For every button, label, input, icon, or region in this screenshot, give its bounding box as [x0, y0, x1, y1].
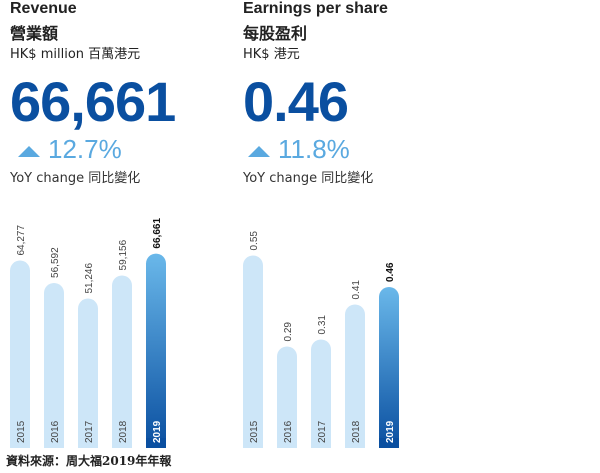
eps-title: Earnings per share: [243, 0, 388, 17]
eps-bar-base-2019: [379, 438, 399, 448]
revenue-title: Revenue: [10, 0, 77, 17]
eps-yoy-label: YoY change 同比變化: [243, 171, 374, 186]
eps-year-label-2015: 2015: [249, 420, 260, 443]
revenue-value-label-2015: 64,277: [16, 225, 27, 256]
revenue-bar-base-2015: [10, 438, 30, 448]
eps-unit: HK$ 港元: [243, 47, 300, 62]
eps-bar-base-2017: [311, 438, 331, 448]
eps-value-label-2018: 0.41: [351, 280, 362, 300]
eps-value-label-2019: 0.46: [385, 262, 396, 282]
revenue-value-label-2019: 66,661: [152, 218, 163, 249]
eps-title-zh: 每股盈利: [243, 26, 308, 43]
revenue-bar-2017: [78, 298, 98, 448]
revenue-bar-base-2016: [44, 438, 64, 448]
revenue-headline: 66,661: [10, 70, 176, 133]
eps-year-label-2019: 2019: [385, 420, 396, 443]
revenue-bar-base-2019: [146, 438, 166, 448]
revenue-change: 12.7%: [48, 134, 122, 164]
eps-bar-base-2016: [277, 438, 297, 448]
revenue-year-label-2016: 2016: [50, 420, 61, 443]
eps-bar-base-2018: [345, 438, 365, 448]
revenue-bar-chart: 64,277 2015 56,592 2016 51,246 2017 59,156 2018…: [10, 218, 166, 448]
eps-value-label-2016: 0.29: [283, 322, 294, 342]
revenue-bar-base-2018: [112, 438, 132, 448]
revenue-value-label-2018: 59,156: [118, 239, 129, 270]
revenue-value-label-2016: 56,592: [50, 247, 61, 278]
eps-year-label-2017: 2017: [317, 420, 328, 443]
eps-bar-2015: [243, 255, 263, 448]
revenue-value-label-2017: 51,246: [84, 263, 95, 294]
revenue-bar-2018: [112, 275, 132, 448]
revenue-year-label-2015: 2015: [16, 420, 27, 443]
eps-bar-2019: [379, 287, 399, 448]
up-arrow-icon: [18, 146, 40, 157]
eps-value-label-2015: 0.55: [249, 231, 260, 251]
revenue-bar-2019: [146, 253, 166, 448]
revenue-bar-base-2017: [78, 438, 98, 448]
revenue-year-label-2019: 2019: [152, 420, 163, 443]
eps-headline: 0.46: [243, 70, 349, 133]
up-arrow-icon: [248, 146, 270, 157]
revenue-title-zh: 營業額: [10, 26, 59, 43]
eps-bar-2016: [277, 346, 297, 448]
revenue-unit: HK$ million 百萬港元: [10, 47, 141, 62]
eps-bar-base-2015: [243, 438, 263, 448]
eps-bar-chart: 0.55 2015 0.29 2016 0.31 2017 0.41 2018 0.46 2019: [243, 231, 399, 448]
revenue-bar-2016: [44, 282, 64, 448]
eps-change: 11.8%: [278, 134, 350, 164]
eps-year-label-2016: 2016: [283, 420, 294, 443]
revenue-year-label-2018: 2018: [118, 420, 129, 443]
revenue-bar-2015: [10, 260, 30, 448]
eps-bar-2017: [311, 339, 331, 448]
revenue-panel: Revenue 營業額 HK$ million 百萬港元 66,661 12.7…: [10, 0, 290, 450]
eps-bar-2018: [345, 304, 365, 448]
eps-value-label-2017: 0.31: [317, 315, 328, 335]
eps-panel: Earnings per share 每股盈利 HK$ 港元 0.46 11.8…: [243, 0, 523, 450]
revenue-yoy-label: YoY change 同比變化: [10, 171, 141, 186]
revenue-year-label-2017: 2017: [84, 420, 95, 443]
source-footnote: 資料來源：周大福2019年年報: [6, 454, 172, 468]
eps-year-label-2018: 2018: [351, 420, 362, 443]
